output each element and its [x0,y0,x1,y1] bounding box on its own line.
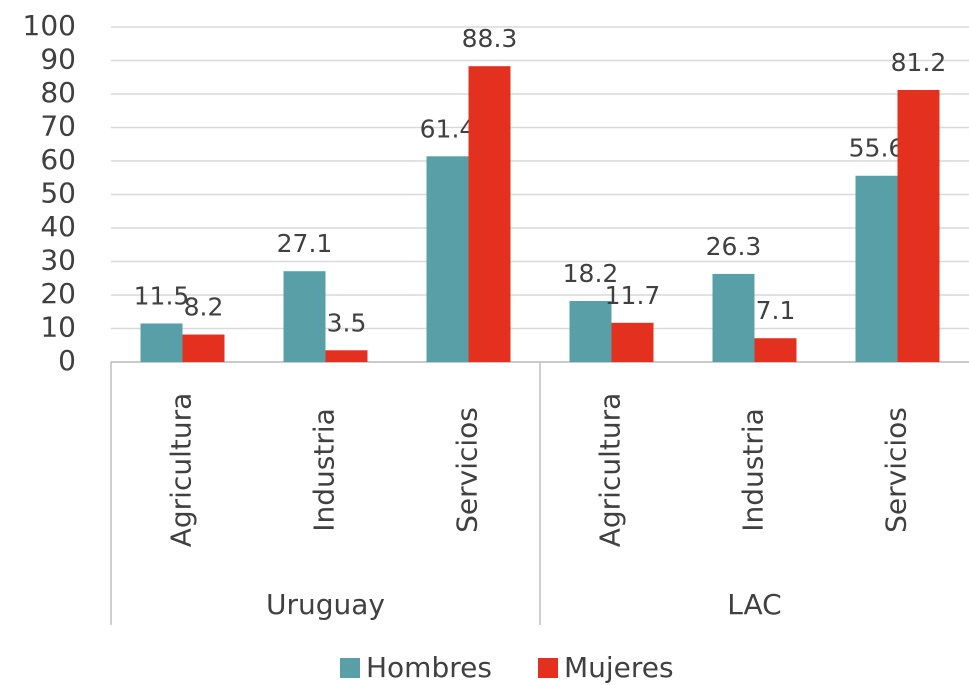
data-label: 27.1 [277,229,333,258]
data-label: 81.2 [891,48,947,77]
y-tick-label: 60 [40,143,76,176]
data-label: 11.7 [605,281,661,310]
y-tick-label: 20 [40,277,76,310]
data-label: 8.2 [184,293,224,322]
data-label: 7.1 [756,296,796,325]
y-tick-label: 70 [40,110,76,143]
legend-swatch [340,658,360,678]
bar [712,273,755,362]
bar [182,334,225,362]
bar [325,350,368,362]
y-tick-label: 50 [40,177,76,210]
bar [855,175,898,362]
legend-label: Hombres [366,651,492,684]
x-tick-label: Industria [737,408,770,532]
data-label: 26.3 [706,232,762,261]
data-label: 88.3 [462,24,518,53]
x-tick-label: Servicios [451,407,484,533]
bar [897,89,940,362]
y-tick-label: 30 [40,244,76,277]
group-label: LAC [727,588,781,621]
x-tick-label: Agricultura [165,393,198,548]
data-label: 18.2 [563,259,619,288]
data-label: 3.5 [327,308,367,337]
bar [754,338,797,362]
bar [140,323,183,362]
legend-swatch [538,658,558,678]
legend-label: Mujeres [564,651,674,684]
y-tick-label: 90 [40,43,76,76]
data-label: 61.4 [420,114,476,143]
data-label: 11.5 [134,281,190,310]
bar [283,271,326,362]
y-tick-label: 0 [58,344,76,377]
x-tick-label: Industria [308,408,341,532]
bar [611,322,654,362]
y-tick-label: 80 [40,76,76,109]
y-tick-label: 40 [40,210,76,243]
bar [468,66,511,362]
data-label: 55.6 [849,134,905,163]
y-tick-label: 100 [23,9,76,42]
group-label: Uruguay [266,588,385,621]
bar [426,156,469,362]
x-tick-label: Agricultura [594,393,627,548]
y-tick-label: 10 [40,311,76,344]
x-tick-label: Servicios [880,407,913,533]
bar [569,301,612,362]
